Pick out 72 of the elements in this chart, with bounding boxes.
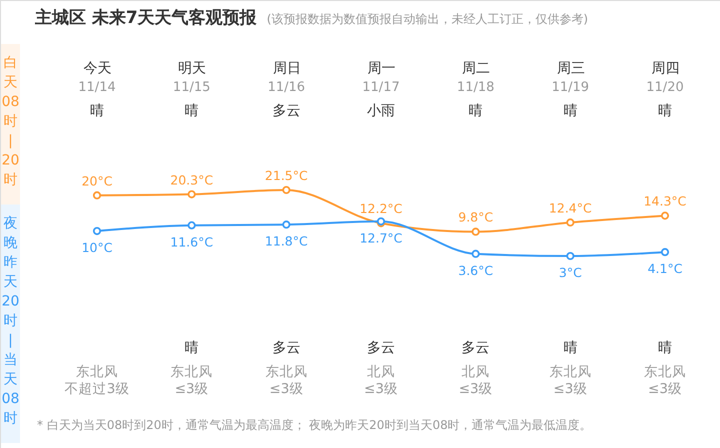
data-label: 10°C	[82, 240, 113, 256]
text: ≤3级	[174, 381, 209, 397]
text: ≤3级	[458, 381, 493, 397]
point	[566, 252, 574, 260]
x-tick-label: 周四	[652, 60, 680, 76]
point	[472, 228, 480, 236]
text: 多云	[462, 340, 490, 356]
point	[660, 212, 670, 220]
text: 晴	[184, 340, 199, 356]
text: 东北风	[76, 364, 118, 380]
text: 东北风	[265, 364, 308, 380]
point	[566, 218, 574, 227]
text: 白天08时|20时	[2, 55, 20, 188]
text: 晴	[658, 103, 672, 119]
text: ≤3级	[269, 381, 304, 397]
data-label: 3°C	[558, 265, 582, 280]
text: ≤3级	[364, 381, 398, 397]
chart-subtitle: (该预报数据为数值预报自动输出，未经人工订正，仅供参考)	[266, 12, 588, 26]
text: 11/18	[456, 80, 494, 95]
text: 不超过3级	[64, 381, 130, 397]
text: 多云	[272, 340, 300, 356]
text: 晴	[658, 340, 672, 356]
data-label: 14.3°C	[644, 194, 687, 209]
text: 东北风	[644, 364, 686, 380]
data-label: 12.2°C	[360, 201, 403, 216]
data-label: 21.5°C	[264, 168, 308, 183]
text: 11/19	[552, 80, 590, 95]
text: 11/16	[268, 80, 306, 95]
text: 11/15	[172, 80, 210, 95]
text: 北风	[462, 364, 490, 380]
text: 夜晚昨天20时|当天08时	[2, 216, 20, 426]
text: 东北风	[549, 364, 592, 380]
chart-title: 主城区 未来7天天气客观预报	[34, 8, 258, 28]
x-tick-label: 今天	[84, 60, 112, 76]
x-tick-label: 周日	[272, 60, 301, 76]
point	[188, 190, 196, 198]
text: * 白天为当天08时到20时，通常气温为最高温度； 夜晚为昨天20时到当天08时，通常气温为最低温度。	[37, 418, 592, 432]
text: 晴	[90, 103, 104, 119]
x-tick-label: 周二	[462, 60, 490, 76]
text: ≤3级	[553, 381, 588, 397]
text: 11/17	[362, 80, 400, 95]
text: 多云	[367, 340, 395, 356]
x-tick-label: 明天	[178, 60, 206, 76]
data-label: 4.1°C	[648, 261, 683, 276]
text: 多云	[272, 103, 300, 119]
data-label: 12.7°C	[360, 230, 403, 246]
text: 北风	[367, 364, 395, 380]
x-tick-label: 周三	[556, 60, 585, 76]
data-label: 20.3°C	[170, 172, 214, 188]
x-tick-label: 周一	[368, 60, 396, 76]
point	[92, 226, 102, 236]
text: 晴	[563, 340, 578, 356]
point	[282, 220, 290, 229]
point	[92, 191, 102, 200]
text: 晴	[563, 103, 578, 119]
data-label: 12.4°C	[548, 200, 592, 216]
point	[472, 250, 480, 258]
text: 11/14	[78, 80, 116, 95]
data-label: 11.8°C	[264, 234, 308, 249]
data-label: 9.8°C	[458, 210, 494, 225]
text: ≤3级	[648, 381, 682, 397]
text: 11/20	[646, 80, 684, 95]
data-label: 11.6°C	[170, 234, 214, 250]
text: 晴	[468, 103, 483, 119]
text: 东北风	[170, 364, 213, 380]
data-label: 20°C	[82, 173, 113, 188]
data-label: 3.6°C	[458, 262, 494, 278]
point	[188, 221, 196, 230]
text: 晴	[184, 103, 199, 119]
point	[660, 248, 670, 256]
text: 小雨	[367, 103, 395, 119]
point	[282, 186, 290, 194]
